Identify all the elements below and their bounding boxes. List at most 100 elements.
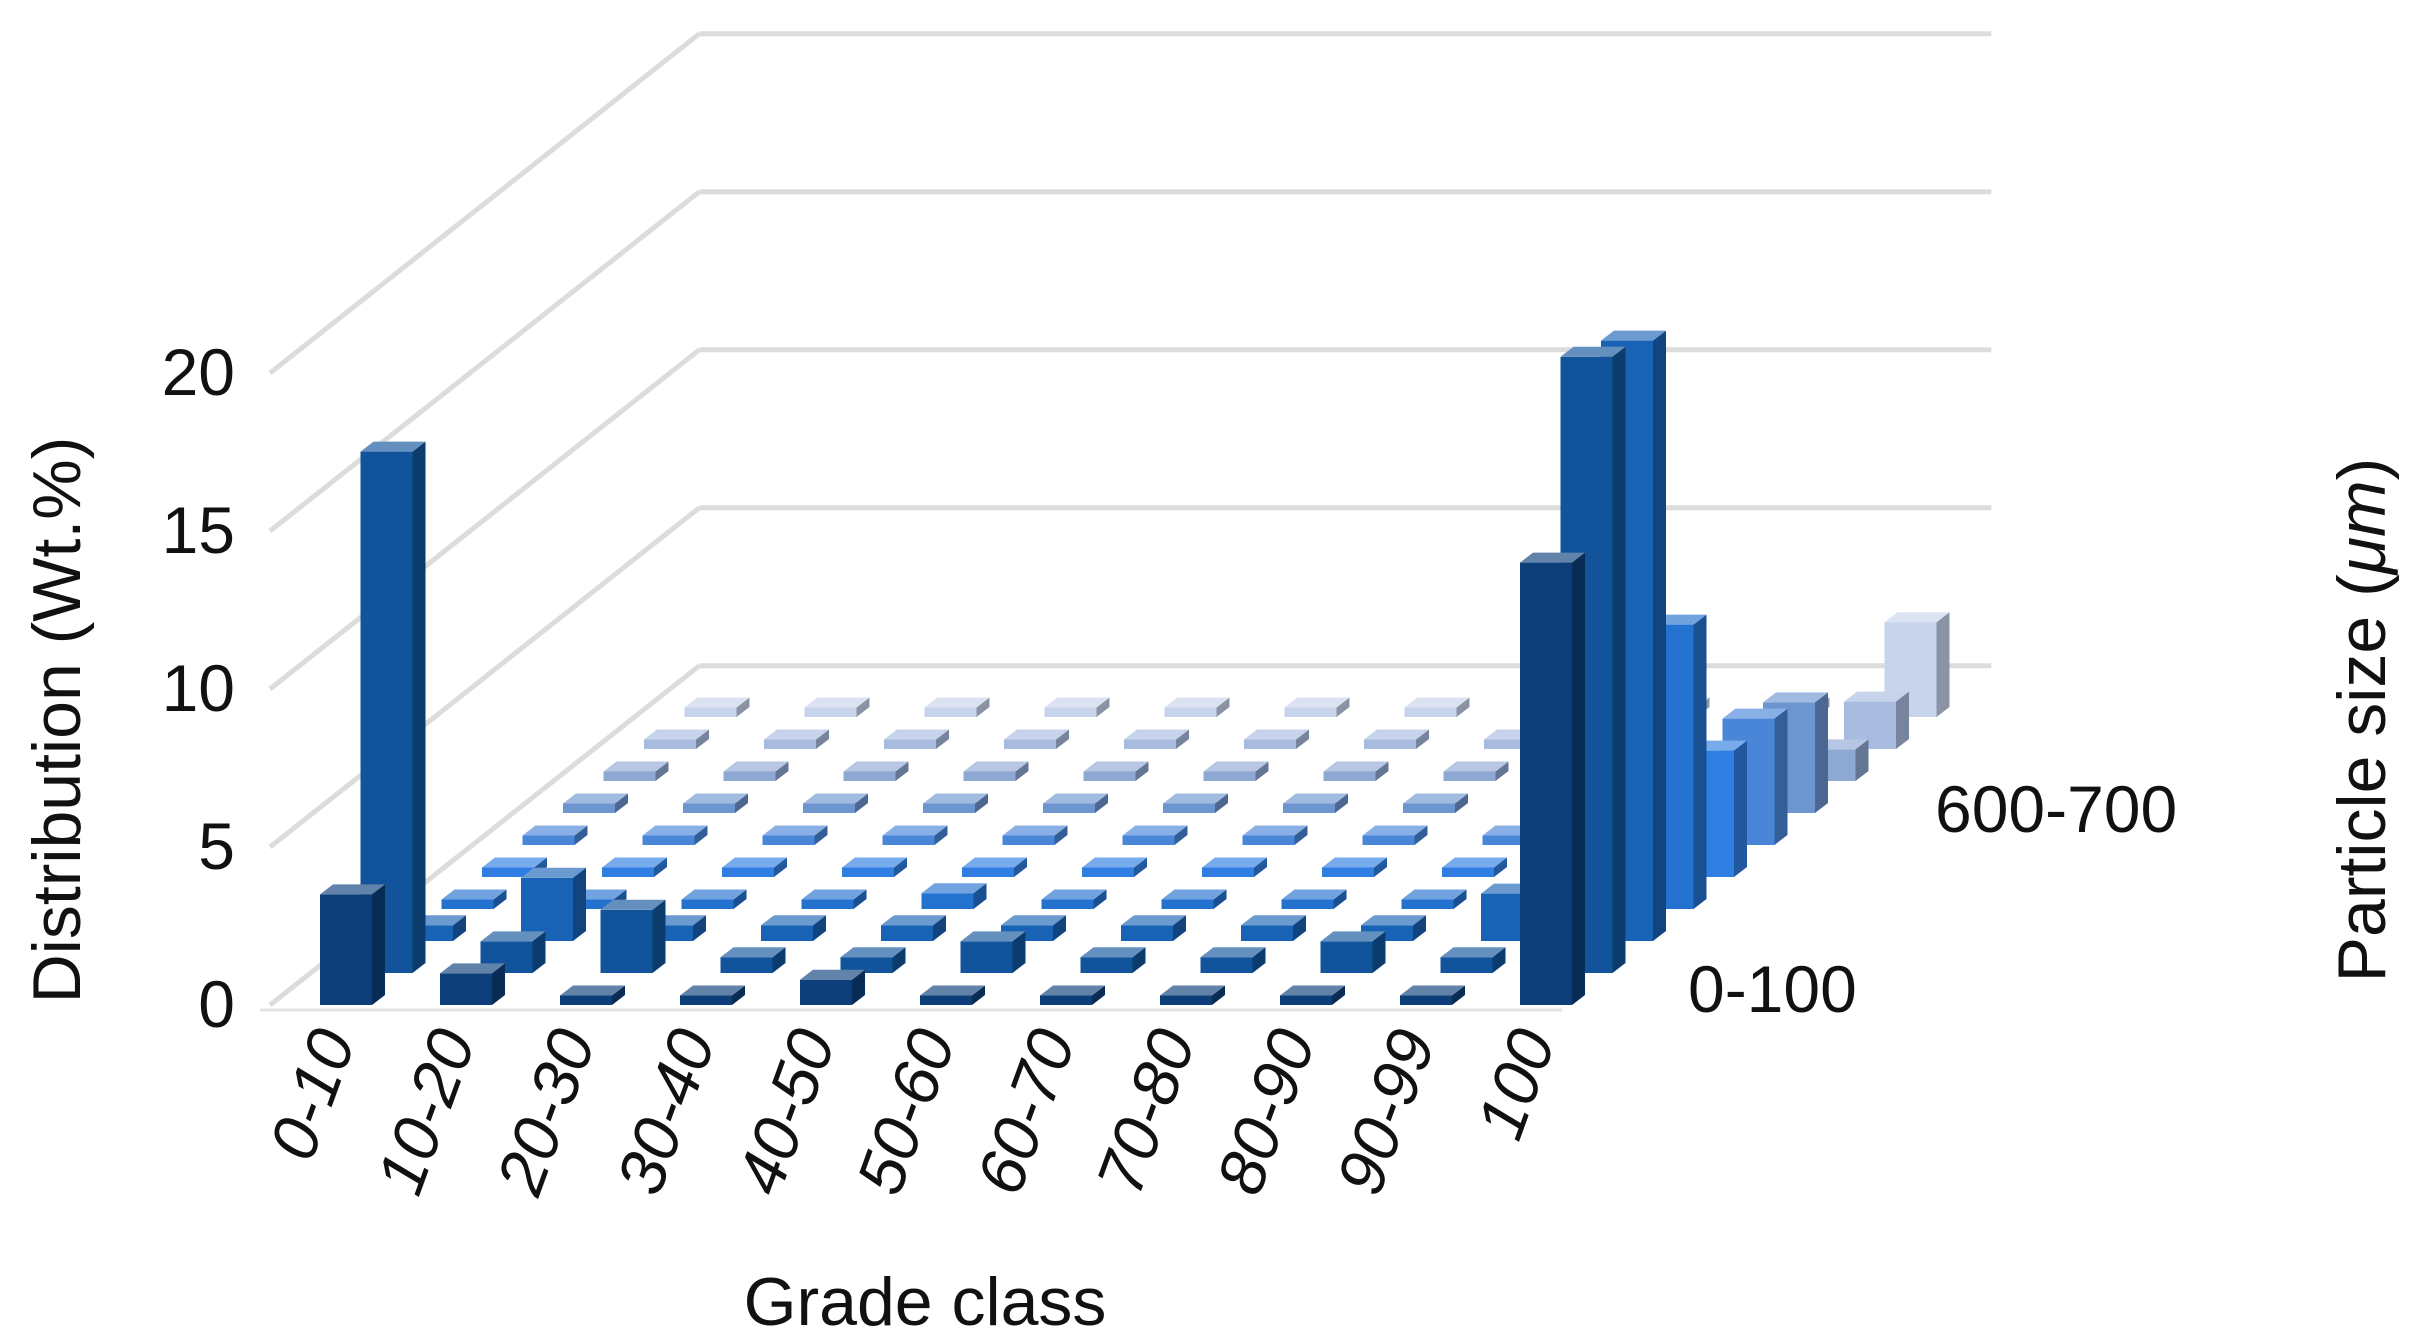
bar-front-face <box>1002 835 1055 845</box>
bar-front-face <box>440 973 492 1005</box>
bar-front-face <box>1041 899 1094 909</box>
bar-front-face <box>1040 995 1092 1005</box>
bar-side-face <box>655 761 669 781</box>
bar <box>1002 825 1068 845</box>
bar-side-face <box>1375 761 1389 781</box>
bar-top-face <box>1400 985 1465 996</box>
bar-side-face <box>652 899 666 973</box>
bar-front-face <box>1280 995 1332 1005</box>
bar <box>602 857 667 877</box>
bar <box>1322 857 1387 877</box>
z-axis-title: Particle size (μm) <box>2324 458 2400 983</box>
bar-top-face <box>722 857 787 868</box>
bar-top-face <box>1362 825 1428 836</box>
bar-top-face <box>1163 793 1228 804</box>
bar-top-face <box>881 915 946 926</box>
bar-top-face <box>1440 947 1506 958</box>
depth-label-first: 0-100 <box>1688 952 1857 1026</box>
bar-side-face <box>493 889 507 909</box>
bar-side-face <box>693 915 706 941</box>
bar-top-face <box>642 825 708 836</box>
bar-top-face <box>1520 552 1585 563</box>
bar-top-face <box>1124 729 1189 740</box>
bar-side-face <box>1012 931 1026 973</box>
bar-top-face <box>563 793 628 804</box>
bar <box>1281 889 1347 909</box>
bar-side-face <box>1456 697 1470 717</box>
bar-side-face <box>1132 947 1146 973</box>
bar-top-face <box>1404 697 1470 708</box>
bar-front-face <box>1160 995 1212 1005</box>
bar-front-face <box>884 739 936 749</box>
bar-side-face <box>372 884 385 1005</box>
bar-front-face <box>1401 899 1454 909</box>
z-axis-title-unit: μm <box>2324 480 2400 576</box>
bar-front-face <box>1284 707 1337 717</box>
bar <box>440 963 505 1005</box>
bar-side-face <box>1855 739 1869 781</box>
bar <box>801 889 867 909</box>
bar-top-face <box>1280 985 1345 996</box>
bar-front-face <box>603 771 656 781</box>
bar-side-face <box>1056 729 1069 749</box>
bar-side-face <box>1134 857 1147 877</box>
x-axis-title: Grade class <box>744 1264 1107 1340</box>
bar <box>1040 985 1105 1005</box>
bar-front-face <box>881 925 933 941</box>
bar-front-face <box>761 925 813 941</box>
bar-side-face <box>1212 985 1225 1005</box>
bar-side-face <box>1416 729 1429 749</box>
bar-side-face <box>976 697 990 717</box>
bar-front-face <box>1400 995 1452 1005</box>
depth-label-last: 600-700 <box>1935 772 2177 846</box>
bar-side-face <box>856 697 870 717</box>
bar-side-face <box>1413 915 1426 941</box>
bar <box>1244 729 1309 749</box>
bar <box>842 857 907 877</box>
bar-top-face <box>1601 330 1666 341</box>
bar <box>762 825 828 845</box>
bar-side-face <box>1296 729 1309 749</box>
bar-side-face <box>732 985 745 1005</box>
bar <box>1320 931 1386 973</box>
bar-top-face <box>1080 947 1146 958</box>
bar-top-face <box>1160 985 1225 996</box>
bar-front-face <box>561 899 614 909</box>
x-tick-label: 80-90 <box>1202 1019 1329 1203</box>
bar-side-face <box>975 793 988 813</box>
bar-top-face <box>1884 612 1950 623</box>
bar <box>843 761 909 781</box>
bar <box>1080 947 1146 973</box>
bar-side-face <box>934 825 948 845</box>
bar-side-face <box>1095 793 1108 813</box>
bar-side-face <box>1054 825 1068 845</box>
bar-front-face <box>924 707 977 717</box>
bar-front-face <box>1203 771 1256 781</box>
bar-front-face <box>842 867 894 877</box>
bar-top-face <box>1364 729 1429 740</box>
bar-top-face <box>1320 931 1386 942</box>
bar-side-face <box>1572 552 1585 1005</box>
bar <box>1362 825 1428 845</box>
bar-side-face <box>1294 825 1308 845</box>
bar-top-face <box>600 899 666 910</box>
bar-top-face <box>320 884 385 895</box>
bar-front-face <box>644 739 696 749</box>
x-tick-label: 90-99 <box>1322 1019 1449 1203</box>
bar-front-face <box>1200 957 1253 973</box>
bar-top-face <box>1443 761 1509 772</box>
bar-top-face <box>1202 857 1267 868</box>
bar-side-face <box>1096 697 1110 717</box>
bar-top-face <box>1283 793 1348 804</box>
bar-front-face <box>482 867 534 877</box>
y-tick-label: 15 <box>162 493 235 567</box>
bar <box>681 889 747 909</box>
bar <box>600 899 666 973</box>
bar-side-face <box>696 729 709 749</box>
bar <box>1284 697 1350 717</box>
x-tick-label: 10-20 <box>362 1019 489 1203</box>
bar <box>521 867 586 941</box>
gridline-side <box>268 31 701 375</box>
bar-top-face <box>801 889 867 900</box>
x-tick-label: 60-70 <box>962 1019 1089 1203</box>
